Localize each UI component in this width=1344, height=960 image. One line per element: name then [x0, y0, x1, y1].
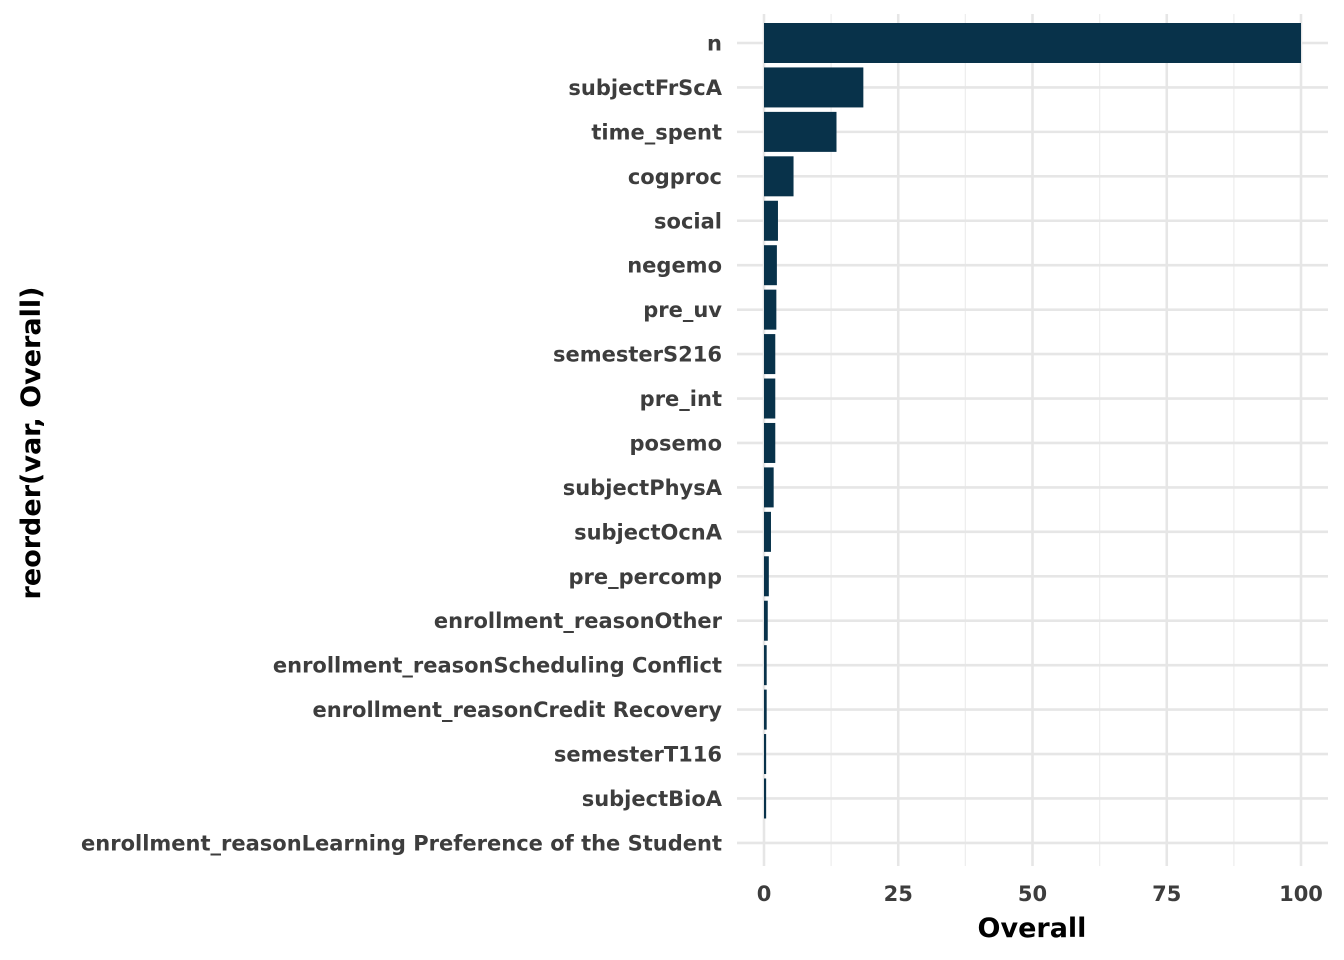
x-tick-label: 25 — [884, 882, 913, 906]
category-label: time_spent — [591, 120, 722, 144]
x-axis-title: Overall — [978, 913, 1087, 944]
category-label: pre_percomp — [568, 565, 722, 589]
x-tick-label: 50 — [1018, 882, 1047, 906]
category-label: subjectBioA — [582, 787, 723, 811]
category-label: enrollment_reasonLearning Preference of … — [81, 831, 722, 855]
category-label: pre_int — [640, 387, 722, 411]
bar — [764, 378, 776, 419]
bar — [764, 200, 778, 241]
bar — [764, 422, 776, 463]
category-label: negemo — [627, 254, 722, 278]
category-label: social — [654, 209, 722, 233]
bar — [764, 67, 864, 108]
bar — [764, 289, 777, 330]
bar — [764, 556, 769, 597]
category-label: semesterT116 — [554, 743, 722, 767]
category-label: enrollment_reasonScheduling Conflict — [273, 654, 722, 678]
category-label: subjectPhysA — [563, 476, 723, 500]
bar — [764, 111, 837, 152]
category-label: enrollment_reasonCredit Recovery — [313, 698, 723, 722]
y-axis-title: reorder(var, Overall) — [16, 287, 47, 600]
category-label: cogproc — [628, 165, 722, 189]
category-label: pre_uv — [643, 298, 722, 322]
bar — [764, 467, 774, 508]
bar — [764, 689, 767, 730]
bar — [764, 600, 768, 641]
bar — [764, 245, 777, 286]
category-label: subjectFrScA — [568, 76, 722, 100]
bar — [764, 334, 776, 375]
x-tick-label: 0 — [757, 882, 772, 906]
category-label: subjectOcnA — [574, 520, 723, 544]
x-tick-label: 75 — [1152, 882, 1181, 906]
category-label: posemo — [629, 431, 722, 455]
bar — [764, 23, 1301, 63]
category-label: enrollment_reasonOther — [434, 609, 723, 633]
category-label: n — [707, 32, 722, 56]
bar — [764, 511, 771, 552]
category-label: semesterS216 — [553, 343, 722, 367]
bar — [764, 734, 767, 775]
x-tick-labels: 0 25 50 75 100 — [757, 882, 1323, 906]
bar — [764, 156, 794, 197]
bar — [764, 645, 767, 686]
bar — [764, 778, 767, 819]
x-tick-label: 100 — [1279, 882, 1323, 906]
bars — [764, 23, 1301, 819]
